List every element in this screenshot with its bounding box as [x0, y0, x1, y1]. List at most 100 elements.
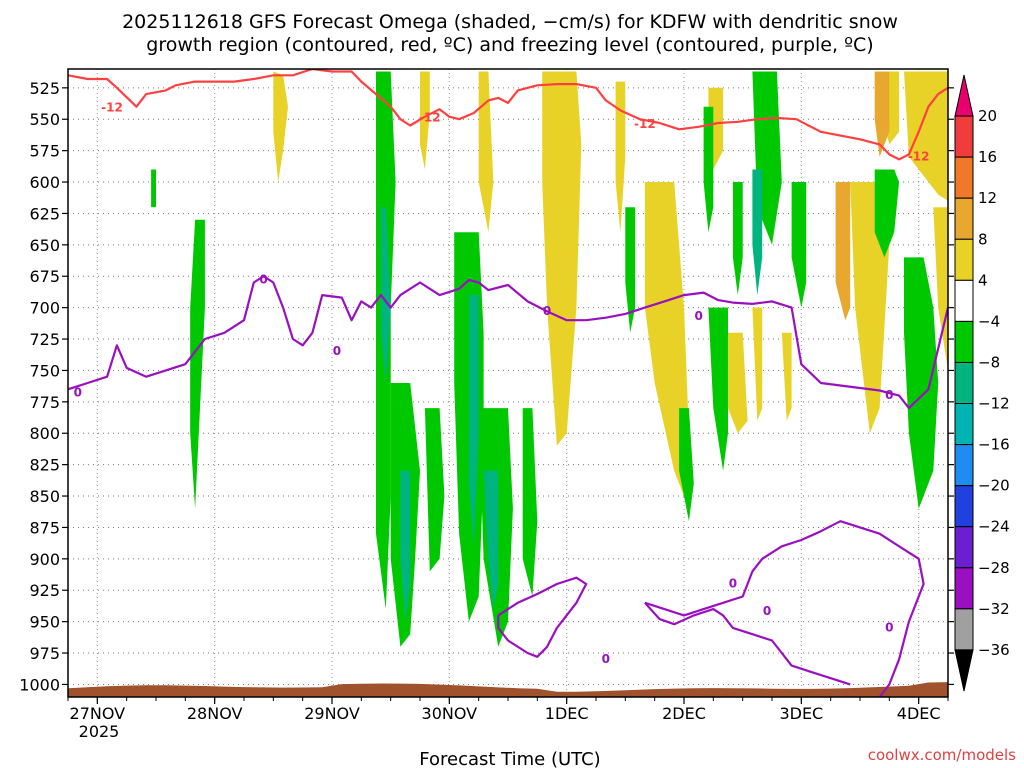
contour-label: 0 [259, 273, 267, 287]
y-tick-label: 525 [29, 79, 60, 98]
omega-region [615, 81, 626, 233]
colorbar-tick-label: −36 [978, 641, 1010, 659]
freezing-level-contour [68, 275, 948, 410]
contour-label: -12 [101, 100, 123, 114]
y-tick-label: 650 [29, 236, 60, 255]
y-tick-label: 625 [29, 204, 60, 223]
plot-content: -12 -12 -12 -12 0 0 0 0 0 0 0 0 0 0 0 [68, 69, 948, 697]
colorbar-box [954, 279, 974, 322]
colorbar-tick-label: 16 [978, 148, 997, 166]
colorbar-tick-label: −12 [978, 395, 1010, 413]
contour-label: 0 [543, 304, 551, 318]
omega-region [151, 169, 156, 208]
colorbar-tick-label: 4 [978, 271, 988, 289]
omega-region [420, 71, 430, 170]
omega-region [424, 408, 445, 572]
chart-title-line-2: growth region (contoured, red, ºC) and f… [146, 34, 873, 56]
y-tick-label: 850 [29, 487, 60, 506]
omega-region [835, 182, 851, 321]
y-tick-label: 725 [29, 330, 60, 349]
omega-region [904, 257, 939, 509]
colorbar-bottom-triangle [954, 649, 974, 692]
y-tick-label: 800 [29, 424, 60, 443]
terrain [68, 682, 948, 697]
colorbar-tick-label: −28 [978, 559, 1010, 577]
omega-region [679, 408, 694, 522]
colorbar-tick-label: −16 [978, 436, 1010, 454]
omega-region [400, 470, 411, 622]
omega-region [752, 169, 763, 296]
omega-region [644, 182, 689, 496]
omega-region [708, 307, 728, 471]
credit-text: coolwx.com/models [868, 746, 1016, 764]
y-tick-label: 950 [29, 613, 60, 632]
colorbar-box [954, 608, 974, 651]
x-tick-label: 1DEC [545, 704, 589, 723]
dendritic-minus12-contour [68, 69, 948, 161]
plot-area: -12 -12 -12 -12 0 0 0 0 0 0 0 0 0 0 0 [67, 68, 949, 698]
colorbar-box [954, 526, 974, 569]
x-tick-label: 2DEC [662, 704, 706, 723]
x-axis-ticks: 27NOV 28NOV 29NOV 30NOV 1DEC 2DEC 3DEC 4DEC [67, 697, 949, 723]
omega-region [723, 332, 748, 434]
x-axis-label: Forecast Time (UTC) [419, 749, 600, 768]
chart-title-line-1: 2025112618 GFS Forecast Omega (shaded, −… [122, 11, 898, 33]
omega-region [478, 71, 494, 233]
omega-region [625, 207, 636, 333]
colorbar-tick-label: 8 [978, 230, 988, 248]
x-tick-label: 27NOV [70, 704, 126, 723]
colorbar-box [954, 403, 974, 446]
contour-label: 0 [694, 309, 702, 323]
omega-region [468, 295, 479, 547]
colorbar-tick-label: 12 [978, 189, 997, 207]
omega-region [781, 332, 792, 421]
colorbar-box [954, 115, 974, 158]
colorbar: 20 16 12 8 4 −4 −8 −12 −16 −20 −24 −28 −32 −36 [954, 74, 1010, 692]
omega-region [850, 182, 890, 434]
colorbar-tick-label: −32 [978, 600, 1010, 618]
y-tick-label: 925 [29, 581, 60, 600]
omega-region [791, 182, 807, 308]
colorbar-tick-label: −20 [978, 477, 1010, 495]
colorbar-box [954, 156, 974, 199]
y-tick-label: 825 [29, 456, 60, 475]
x-tick-label: 30NOV [422, 704, 478, 723]
freezing-level-low-contour [644, 520, 925, 697]
y-tick-label: 700 [29, 299, 60, 318]
colorbar-tick-label: 20 [978, 107, 997, 125]
colorbar-tick-label: −24 [978, 518, 1010, 536]
contour-label: 0 [74, 386, 82, 400]
y-axis-ticks: 525 550 575 600 625 650 675 700 725 750 775 800 825 8… [19, 79, 954, 694]
omega-region [190, 219, 205, 509]
omega-region [542, 71, 582, 446]
omega-region [933, 207, 948, 371]
colorbar-box [954, 320, 974, 363]
x-tick-label: 3DEC [779, 704, 823, 723]
colorbar-tick-label: −4 [978, 312, 1000, 330]
omega-region [752, 307, 763, 421]
y-tick-label: 900 [29, 550, 60, 569]
x-tick-label: 29NOV [304, 704, 360, 723]
omega-region [874, 71, 890, 157]
colorbar-box [954, 567, 974, 610]
y-tick-label: 975 [29, 644, 60, 663]
contour-label: 0 [729, 576, 737, 590]
contour-label: -12 [634, 117, 656, 131]
contour-label: 0 [333, 344, 341, 358]
omega-region [703, 106, 714, 233]
omega-region [273, 71, 288, 182]
contour-label: 0 [602, 652, 610, 666]
freezing-level-low-contour [497, 576, 588, 658]
freezing-level-low-contour [644, 602, 851, 686]
y-tick-label: 550 [29, 110, 60, 129]
colorbar-box [954, 361, 974, 405]
y-tick-label: 875 [29, 518, 60, 537]
contour-label: -12 [908, 149, 930, 163]
y-tick-label: 775 [29, 393, 60, 412]
colorbar-box [954, 485, 974, 528]
omega-region [732, 182, 743, 296]
colorbar-top-triangle [954, 74, 974, 117]
y-tick-label: 600 [29, 173, 60, 192]
omega-region [380, 207, 391, 383]
omega-region [483, 470, 499, 610]
